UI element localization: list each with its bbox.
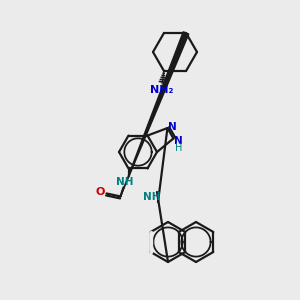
Text: N: N	[174, 136, 183, 146]
Text: NH: NH	[116, 178, 133, 188]
Text: NH: NH	[143, 192, 161, 202]
Text: N: N	[168, 122, 177, 132]
Text: O: O	[96, 188, 105, 197]
Text: NH₂: NH₂	[150, 85, 174, 95]
Text: H: H	[175, 143, 182, 154]
Polygon shape	[121, 32, 189, 197]
